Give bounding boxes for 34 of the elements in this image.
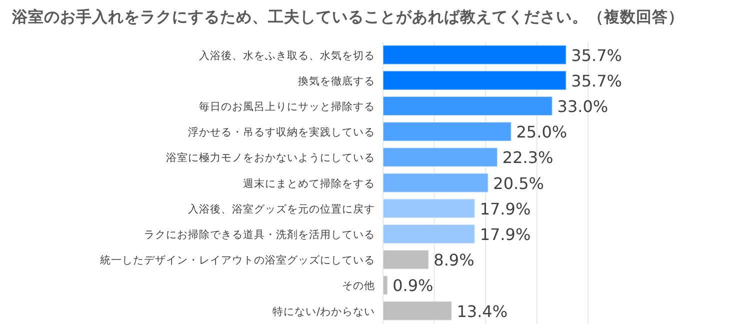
bar (382, 70, 567, 90)
data-label: 35.7% (571, 46, 622, 65)
bar (382, 122, 512, 142)
bar (382, 44, 567, 65)
data-label: 17.9% (480, 225, 531, 244)
y-tick-label: 毎日のお風呂上りにサッと掃除する (199, 100, 375, 113)
data-label: 25.0% (516, 122, 568, 142)
y-tick-label: 入浴後、浴室グッズを元の位置に戻す (188, 202, 375, 216)
y-tick-label: 浮かせる・吊るす収納を実践している (188, 126, 375, 139)
data-label: 17.9% (480, 199, 531, 218)
chart-title: 浴室のお手入れをラクにするため、工夫していることがあれば教えてください。（複数回答） (11, 7, 684, 26)
data-label: 0.9% (392, 276, 434, 296)
y-tick-label: 浴室に極力モノをおかないようにしている (166, 151, 375, 164)
bar (382, 147, 498, 168)
bar (382, 250, 430, 270)
y-tick-label: 入浴後、水をふき取る、水気を切る (199, 48, 375, 62)
data-label: 20.5% (493, 174, 544, 193)
bar (382, 172, 489, 193)
data-label: 8.9% (434, 250, 474, 270)
y-tick-label: その他 (342, 280, 375, 292)
bar (382, 96, 553, 116)
bar (382, 224, 476, 244)
data-label: 35.7% (571, 71, 622, 90)
y-tick-label: 特にない/わからない (272, 306, 375, 318)
bar (382, 275, 388, 296)
data-label: 33.0% (557, 97, 608, 116)
data-label: 13.4% (456, 302, 508, 321)
y-tick-label: ラクにお掃除できる道具・洗剤を活用している (144, 228, 375, 241)
y-tick-label: 週末にまとめて掃除をする (243, 176, 375, 190)
y-tick-label: 換気を徹底する (298, 74, 375, 88)
bar (382, 198, 476, 218)
y-tick-label: 統一したデザイン・レイアウトの浴室グッズにしている (100, 254, 375, 267)
bar (382, 300, 452, 321)
data-label: 22.3% (502, 148, 554, 168)
